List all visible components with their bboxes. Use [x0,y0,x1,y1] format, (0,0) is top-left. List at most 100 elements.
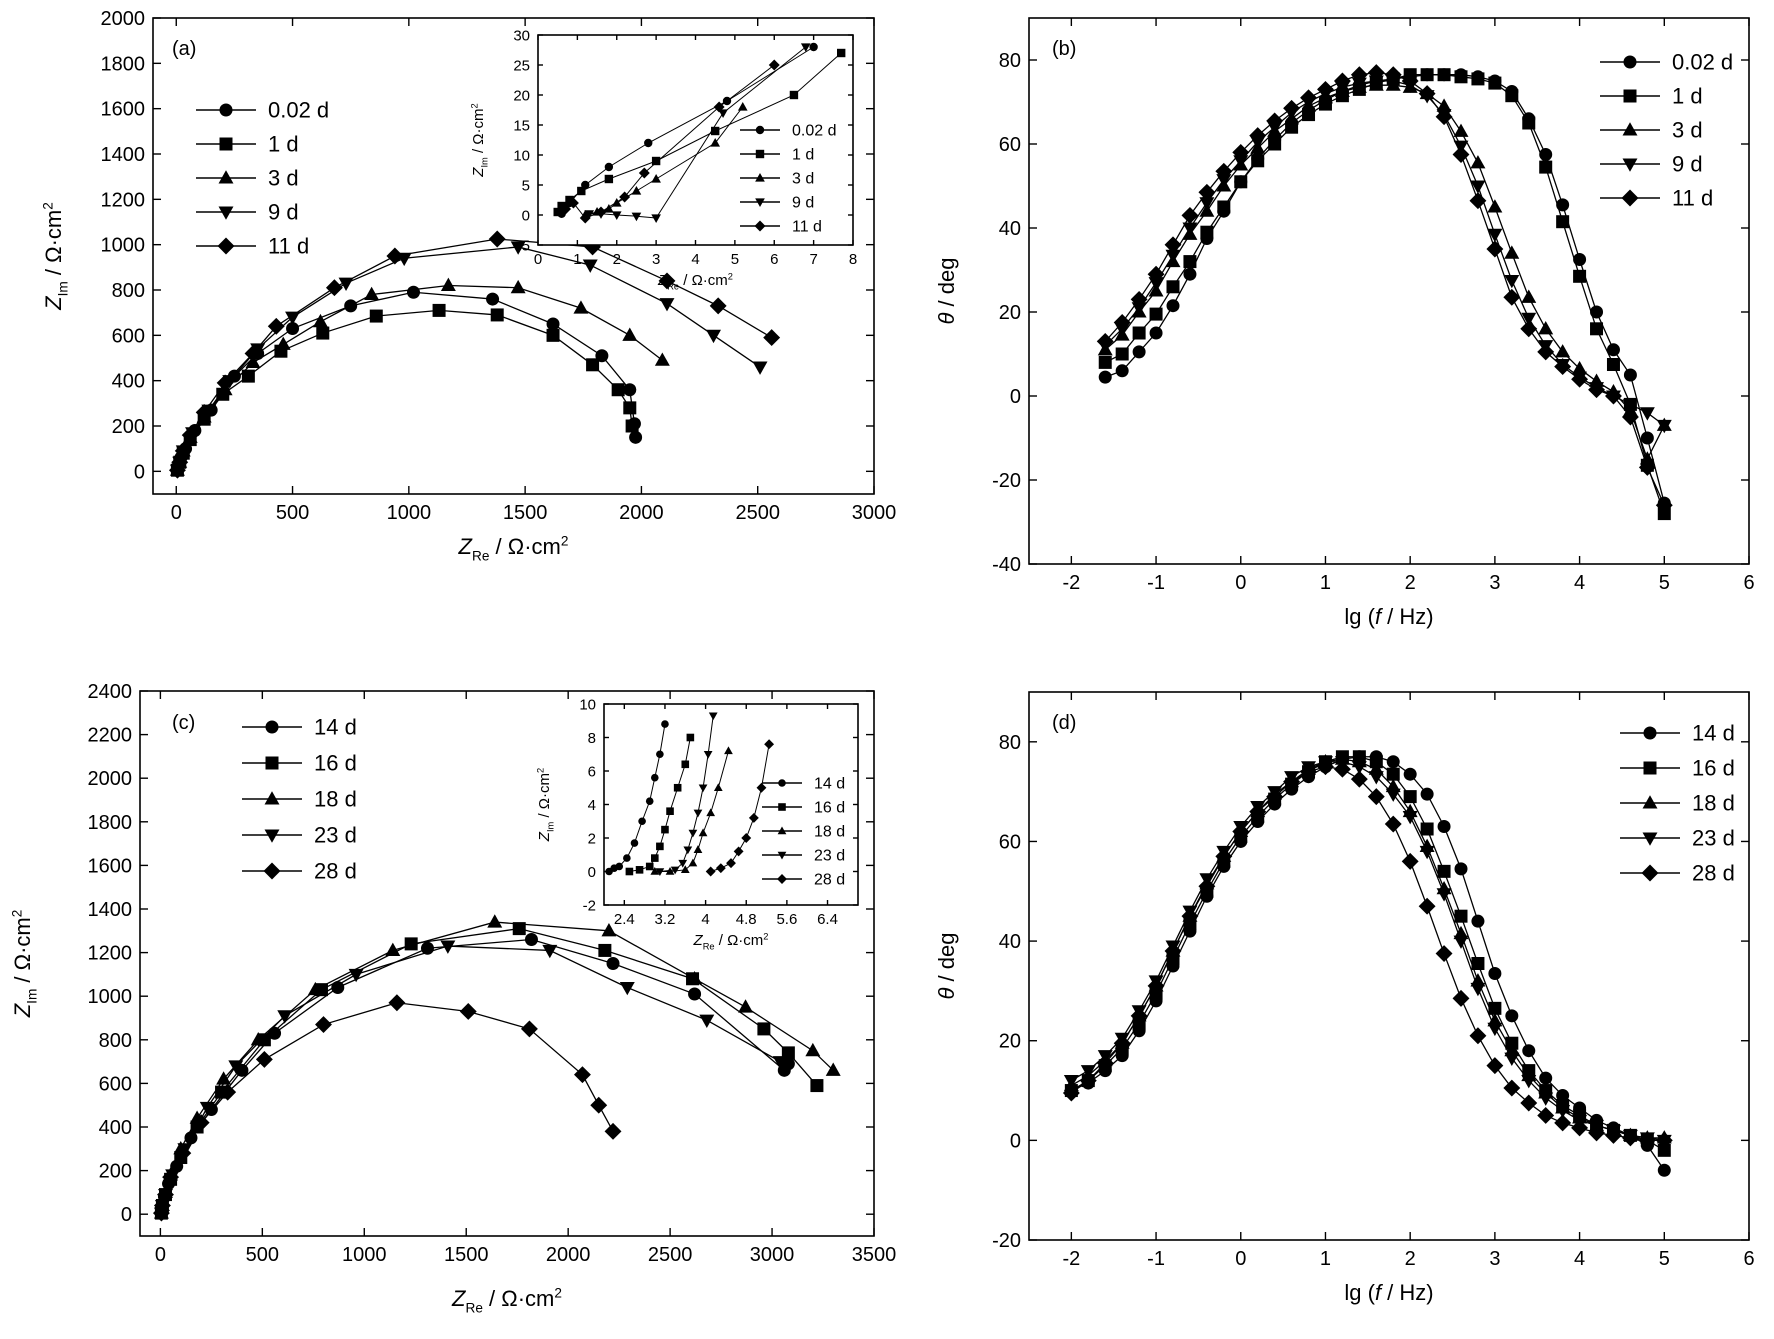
data-point [1487,1022,1503,1037]
data-point [1401,72,1419,90]
data-point [631,212,642,222]
data-point [687,970,703,985]
data-point [560,203,572,215]
data-point [520,1020,538,1038]
chart-a: 0 500 1000 1500 2000 2500 30000200400600800100… [41,8,897,564]
data-point [1181,907,1199,925]
data-point [651,173,661,183]
data-point [1062,1084,1080,1102]
legend-marker [1622,158,1638,172]
x-tick-label: 3 [652,251,660,268]
series-28-d [705,739,775,877]
data-point [805,1042,821,1057]
data-point [1165,249,1181,264]
legend-label: 23 d [814,848,845,865]
data-point [810,1079,824,1093]
data-point [1251,154,1265,168]
data-point [250,1032,266,1046]
data-point [348,968,364,983]
y-tick-label: 1600 [101,99,146,121]
y-tick-label: 60 [999,134,1021,156]
y-tick-label: 1400 [101,144,146,166]
data-point [1539,1071,1553,1085]
data-point [718,109,728,119]
data-point [1437,820,1451,834]
series-1-d [170,303,639,477]
y-tick-label: 80 [999,50,1021,72]
data-point [1469,1027,1487,1045]
series-16-d [1064,750,1671,1157]
data-point [598,943,612,957]
plot-frame [1028,17,1750,565]
plot-frame [1028,691,1750,1241]
data-point [1164,942,1182,960]
x-tick-label: -1 [1147,572,1165,594]
data-point [1606,343,1620,357]
y-tick-label: -40 [992,554,1021,576]
x-tick-label: 1500 [503,502,548,524]
plot-frame [537,34,854,246]
data-point [486,292,500,306]
data-point [157,1186,174,1204]
y-axis-label: θ / deg [934,258,959,325]
y-tick-label: 600 [99,1073,132,1095]
data-point [726,858,736,869]
data-point [1368,771,1384,785]
data-point [1402,811,1418,825]
y-tick-label: 5 [522,177,530,194]
plot-frame [152,17,875,495]
x-tick-label: 1000 [342,1244,387,1266]
data-point [1115,347,1129,361]
data-point [1333,760,1351,778]
x-tick-label: -1 [1147,1248,1165,1270]
data-point [1487,228,1503,243]
data-point [673,783,682,792]
legend-label: 3 d [268,166,299,191]
data-point [1149,307,1163,321]
data-point [836,48,846,58]
data-point [1656,419,1672,434]
y-tick-label: 1600 [88,855,133,877]
y-axis-label: ZIm / Ω·cm2 [10,910,40,1019]
chart-c-inset: 2.4 3.2 4 4.8 5.6 6.4 -2 0 2 4 6 8 10 ZRe / Ω·cm2 ZIm … [535,696,859,952]
legend-marker [777,874,787,884]
data-point [800,43,811,53]
data-point [595,206,607,218]
data-point [174,1144,192,1162]
legend-marker [1621,189,1639,207]
x-tick-label: 0 [534,251,542,268]
y-tick-label: 8 [588,730,596,747]
y-tick-label: 200 [99,1161,132,1183]
legend-label: 1 d [1672,84,1703,109]
data-point [1453,935,1469,949]
data-point [1605,387,1622,405]
data-point [1166,299,1180,313]
data-point [1471,72,1485,86]
legend-label: 14 d [1692,721,1735,746]
data-point [1486,240,1504,258]
data-point [459,1003,477,1020]
data-point [1386,767,1400,781]
data-point [638,167,650,179]
data-point [1096,332,1114,350]
data-point [1351,77,1367,91]
data-point [645,862,654,871]
data-point [1098,370,1112,384]
x-axis-label: ZRe / Ω·cm2 [458,534,569,564]
data-point [277,1010,293,1024]
legend-label: 16 d [814,800,845,817]
data-point [1181,206,1199,224]
y-axis-label: θ / deg [934,933,959,1000]
series-16-d [625,733,695,876]
data-point [312,313,328,328]
data-point [619,981,635,996]
data-point [630,839,639,847]
legend: 0.02 d 1 d 3 d 9 d 11 d [740,123,836,236]
legend-marker [1642,795,1658,809]
series-line [1071,761,1665,1142]
data-point [1149,326,1163,340]
y-tick-label: 30 [513,27,530,44]
x-tick-label: 5 [1659,572,1670,594]
data-point [661,825,669,834]
